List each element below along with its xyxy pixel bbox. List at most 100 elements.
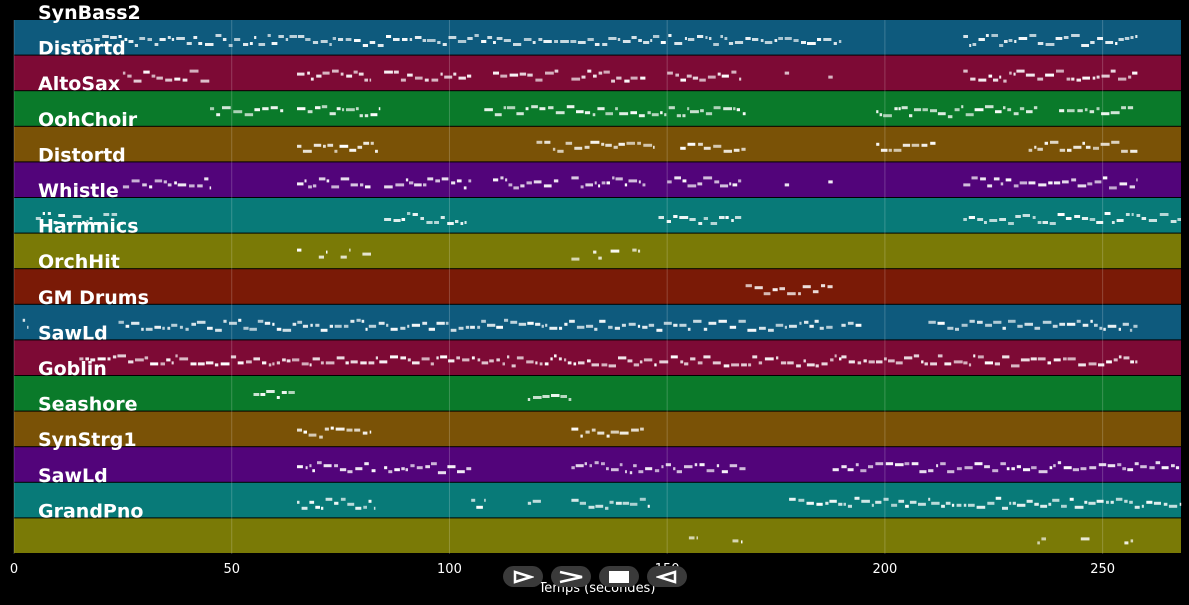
note — [696, 536, 698, 540]
note — [624, 183, 628, 187]
note — [560, 40, 569, 43]
note — [288, 391, 295, 394]
note — [329, 43, 332, 46]
note — [557, 149, 564, 153]
note — [246, 360, 252, 364]
note — [688, 536, 695, 540]
play-button[interactable] — [503, 566, 543, 587]
note — [1123, 356, 1130, 360]
note — [571, 466, 575, 470]
note — [1063, 36, 1069, 39]
note — [1080, 467, 1087, 471]
note — [47, 212, 51, 215]
note — [611, 79, 615, 83]
note — [1094, 180, 1102, 184]
note — [1048, 502, 1052, 506]
note — [364, 462, 369, 466]
note — [642, 183, 646, 187]
note — [384, 466, 388, 470]
note — [350, 360, 358, 364]
note — [580, 434, 583, 438]
note — [189, 69, 199, 73]
note — [272, 322, 275, 326]
note — [999, 44, 1004, 47]
note — [699, 78, 706, 82]
note — [494, 113, 502, 117]
note — [1153, 501, 1161, 505]
note — [1100, 142, 1110, 146]
track-band — [14, 376, 1181, 411]
note — [1109, 186, 1117, 190]
note — [752, 355, 758, 359]
forward-button[interactable] — [551, 566, 591, 587]
note — [673, 215, 678, 218]
note — [422, 39, 426, 42]
note — [1037, 357, 1046, 361]
note — [1063, 357, 1067, 361]
note — [855, 323, 862, 327]
note — [1037, 221, 1042, 224]
note — [276, 361, 280, 365]
note — [1107, 464, 1116, 468]
rewind-button[interactable] — [647, 566, 687, 587]
note — [1136, 214, 1141, 217]
note — [321, 506, 324, 510]
note — [594, 327, 598, 331]
note — [292, 322, 297, 326]
note — [984, 221, 987, 224]
note — [131, 179, 140, 183]
note — [954, 108, 960, 112]
note — [707, 75, 716, 79]
note — [1116, 219, 1124, 222]
note — [922, 108, 928, 112]
note — [272, 362, 275, 366]
note — [103, 213, 110, 216]
note — [220, 362, 230, 366]
note — [356, 318, 361, 322]
note — [1020, 358, 1030, 362]
note — [470, 325, 475, 329]
note — [122, 71, 126, 75]
track-label: OohChoir — [38, 109, 138, 131]
note — [310, 323, 313, 327]
play-icon — [513, 569, 534, 584]
note — [729, 325, 737, 329]
note — [591, 363, 599, 367]
note — [1092, 76, 1096, 80]
note — [814, 319, 819, 323]
note — [86, 220, 89, 223]
note — [149, 185, 153, 189]
note — [1008, 222, 1014, 225]
note — [1096, 75, 1100, 79]
note — [680, 360, 684, 364]
note — [648, 323, 655, 327]
note — [510, 320, 518, 324]
note — [597, 107, 605, 111]
note — [339, 144, 349, 148]
note — [1047, 361, 1051, 365]
note — [276, 396, 280, 399]
note — [278, 35, 284, 38]
note — [35, 217, 41, 220]
note — [1072, 468, 1079, 472]
note — [995, 496, 1002, 500]
note — [629, 502, 638, 506]
note — [1104, 212, 1111, 215]
track-label: OrchHit — [38, 251, 120, 273]
note — [963, 361, 968, 365]
stop-button[interactable] — [599, 566, 639, 587]
note — [1085, 145, 1091, 149]
note — [708, 321, 717, 325]
note — [819, 326, 824, 330]
note — [956, 467, 962, 471]
note — [663, 321, 672, 325]
note — [276, 327, 282, 331]
note — [253, 357, 260, 361]
note — [393, 70, 399, 74]
note — [222, 38, 227, 41]
note — [571, 257, 580, 261]
note — [799, 321, 802, 325]
note — [393, 38, 400, 41]
note — [447, 465, 456, 469]
note — [1002, 326, 1006, 330]
